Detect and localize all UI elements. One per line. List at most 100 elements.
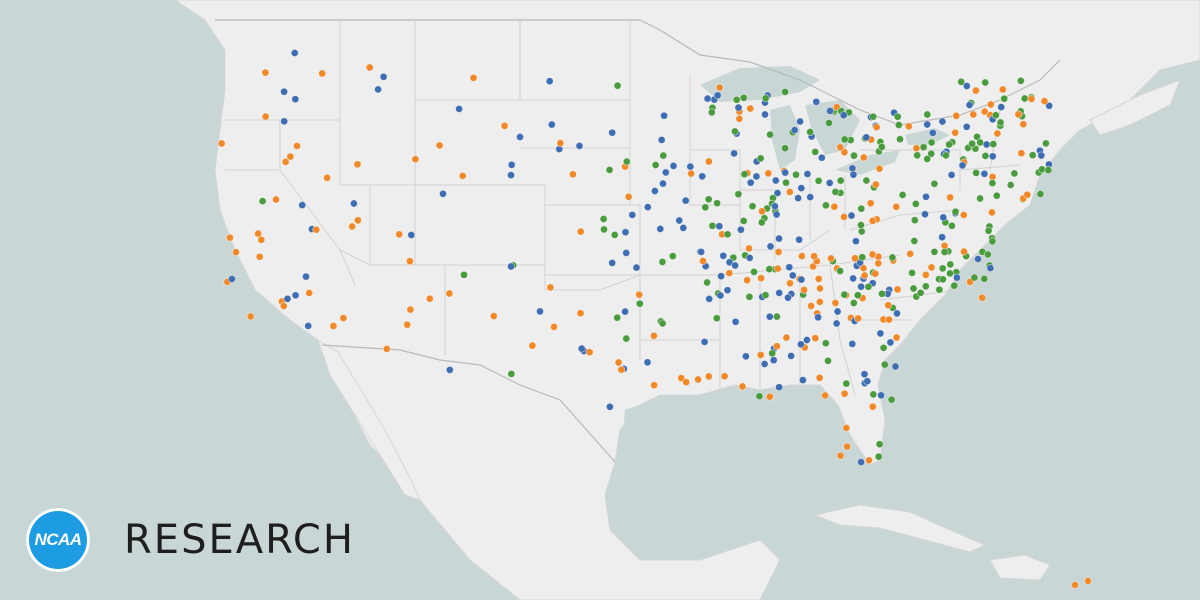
school-marker[interactable] <box>1036 189 1045 198</box>
school-marker[interactable] <box>617 365 626 374</box>
school-marker[interactable] <box>775 288 784 297</box>
school-marker[interactable] <box>909 284 918 293</box>
school-marker[interactable] <box>996 118 1005 127</box>
school-marker[interactable] <box>940 247 949 256</box>
school-marker[interactable] <box>599 214 608 223</box>
school-marker[interactable] <box>694 375 703 384</box>
school-marker[interactable] <box>682 378 691 387</box>
school-marker[interactable] <box>986 264 995 273</box>
school-marker[interactable] <box>745 292 754 301</box>
school-marker[interactable] <box>781 168 790 177</box>
school-marker[interactable] <box>836 266 845 275</box>
school-marker[interactable] <box>1016 76 1025 85</box>
school-marker[interactable] <box>868 250 877 259</box>
school-marker[interactable] <box>815 297 824 306</box>
school-marker[interactable] <box>946 193 955 202</box>
school-marker[interactable] <box>859 153 868 162</box>
school-marker[interactable] <box>786 279 795 288</box>
school-marker[interactable] <box>927 138 936 147</box>
school-marker[interactable] <box>836 451 845 460</box>
school-marker[interactable] <box>982 140 991 149</box>
school-marker[interactable] <box>781 87 790 96</box>
school-marker[interactable] <box>800 285 809 294</box>
school-marker[interactable] <box>888 253 897 262</box>
school-marker[interactable] <box>939 213 948 222</box>
school-marker[interactable] <box>405 257 414 266</box>
school-marker[interactable] <box>947 170 956 179</box>
school-marker[interactable] <box>997 103 1006 112</box>
school-marker[interactable] <box>765 392 774 401</box>
school-marker[interactable] <box>556 139 565 148</box>
school-marker[interactable] <box>761 291 770 300</box>
school-marker[interactable] <box>746 104 755 113</box>
school-marker[interactable] <box>1020 94 1029 103</box>
school-marker[interactable] <box>921 282 930 291</box>
school-marker[interactable] <box>764 169 773 178</box>
school-marker[interactable] <box>765 312 774 321</box>
school-marker[interactable] <box>731 261 740 270</box>
school-marker[interactable] <box>814 176 823 185</box>
school-marker[interactable] <box>738 382 747 391</box>
school-marker[interactable] <box>814 313 823 322</box>
school-marker[interactable] <box>1019 120 1028 129</box>
school-marker[interactable] <box>703 278 712 287</box>
school-marker[interactable] <box>723 286 732 295</box>
school-marker[interactable] <box>809 262 818 271</box>
school-marker[interactable] <box>877 391 886 400</box>
school-marker[interactable] <box>863 377 872 386</box>
school-marker[interactable] <box>621 228 630 237</box>
school-marker[interactable] <box>1037 151 1046 160</box>
school-marker[interactable] <box>872 123 881 132</box>
school-marker[interactable] <box>301 272 310 281</box>
school-marker[interactable] <box>717 272 726 281</box>
school-marker[interactable] <box>974 254 983 263</box>
school-marker[interactable] <box>765 265 774 274</box>
school-marker[interactable] <box>986 100 995 109</box>
school-marker[interactable] <box>669 161 678 170</box>
school-marker[interactable] <box>868 216 877 225</box>
school-marker[interactable] <box>292 141 301 150</box>
school-marker[interactable] <box>756 350 765 359</box>
school-marker[interactable] <box>748 202 757 211</box>
school-marker[interactable] <box>435 141 444 150</box>
school-marker[interactable] <box>930 247 939 256</box>
school-marker[interactable] <box>734 103 743 112</box>
school-marker[interactable] <box>725 269 734 278</box>
school-marker[interactable] <box>812 97 821 106</box>
school-marker[interactable] <box>577 344 586 353</box>
school-marker[interactable] <box>225 233 234 242</box>
school-marker[interactable] <box>290 49 299 58</box>
school-marker[interactable] <box>893 112 902 121</box>
school-marker[interactable] <box>869 390 878 399</box>
school-marker[interactable] <box>291 291 300 300</box>
school-marker[interactable] <box>816 284 825 293</box>
school-marker[interactable] <box>374 85 383 94</box>
school-marker[interactable] <box>849 274 858 283</box>
school-marker[interactable] <box>892 202 901 211</box>
school-marker[interactable] <box>884 301 893 310</box>
school-marker[interactable] <box>528 341 537 350</box>
school-marker[interactable] <box>976 194 985 203</box>
school-marker[interactable] <box>821 339 830 348</box>
school-marker[interactable] <box>750 267 759 276</box>
school-marker[interactable] <box>911 199 920 208</box>
school-marker[interactable] <box>862 176 871 185</box>
school-marker[interactable] <box>1027 94 1036 103</box>
school-marker[interactable] <box>851 254 860 263</box>
school-marker[interactable] <box>935 285 944 294</box>
school-marker[interactable] <box>803 169 812 178</box>
school-marker[interactable] <box>445 289 454 298</box>
school-marker[interactable] <box>730 127 739 136</box>
school-marker[interactable] <box>621 307 630 316</box>
school-marker[interactable] <box>811 147 820 156</box>
school-marker[interactable] <box>740 170 749 179</box>
school-marker[interactable] <box>971 86 980 95</box>
school-marker[interactable] <box>686 162 695 171</box>
school-marker[interactable] <box>217 139 226 148</box>
school-marker[interactable] <box>988 237 997 246</box>
school-marker[interactable] <box>701 203 710 212</box>
school-marker[interactable] <box>921 210 930 219</box>
school-marker[interactable] <box>891 362 900 371</box>
school-marker[interactable] <box>438 189 447 198</box>
